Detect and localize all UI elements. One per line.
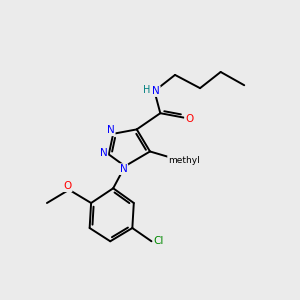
Text: N: N (152, 86, 160, 96)
Text: N: N (100, 148, 107, 158)
Text: Cl: Cl (154, 236, 164, 246)
Text: N: N (120, 164, 128, 174)
Text: H: H (143, 85, 151, 94)
Text: O: O (185, 114, 193, 124)
Text: N: N (107, 125, 115, 135)
Text: methyl: methyl (168, 156, 200, 165)
Text: O: O (63, 181, 72, 191)
